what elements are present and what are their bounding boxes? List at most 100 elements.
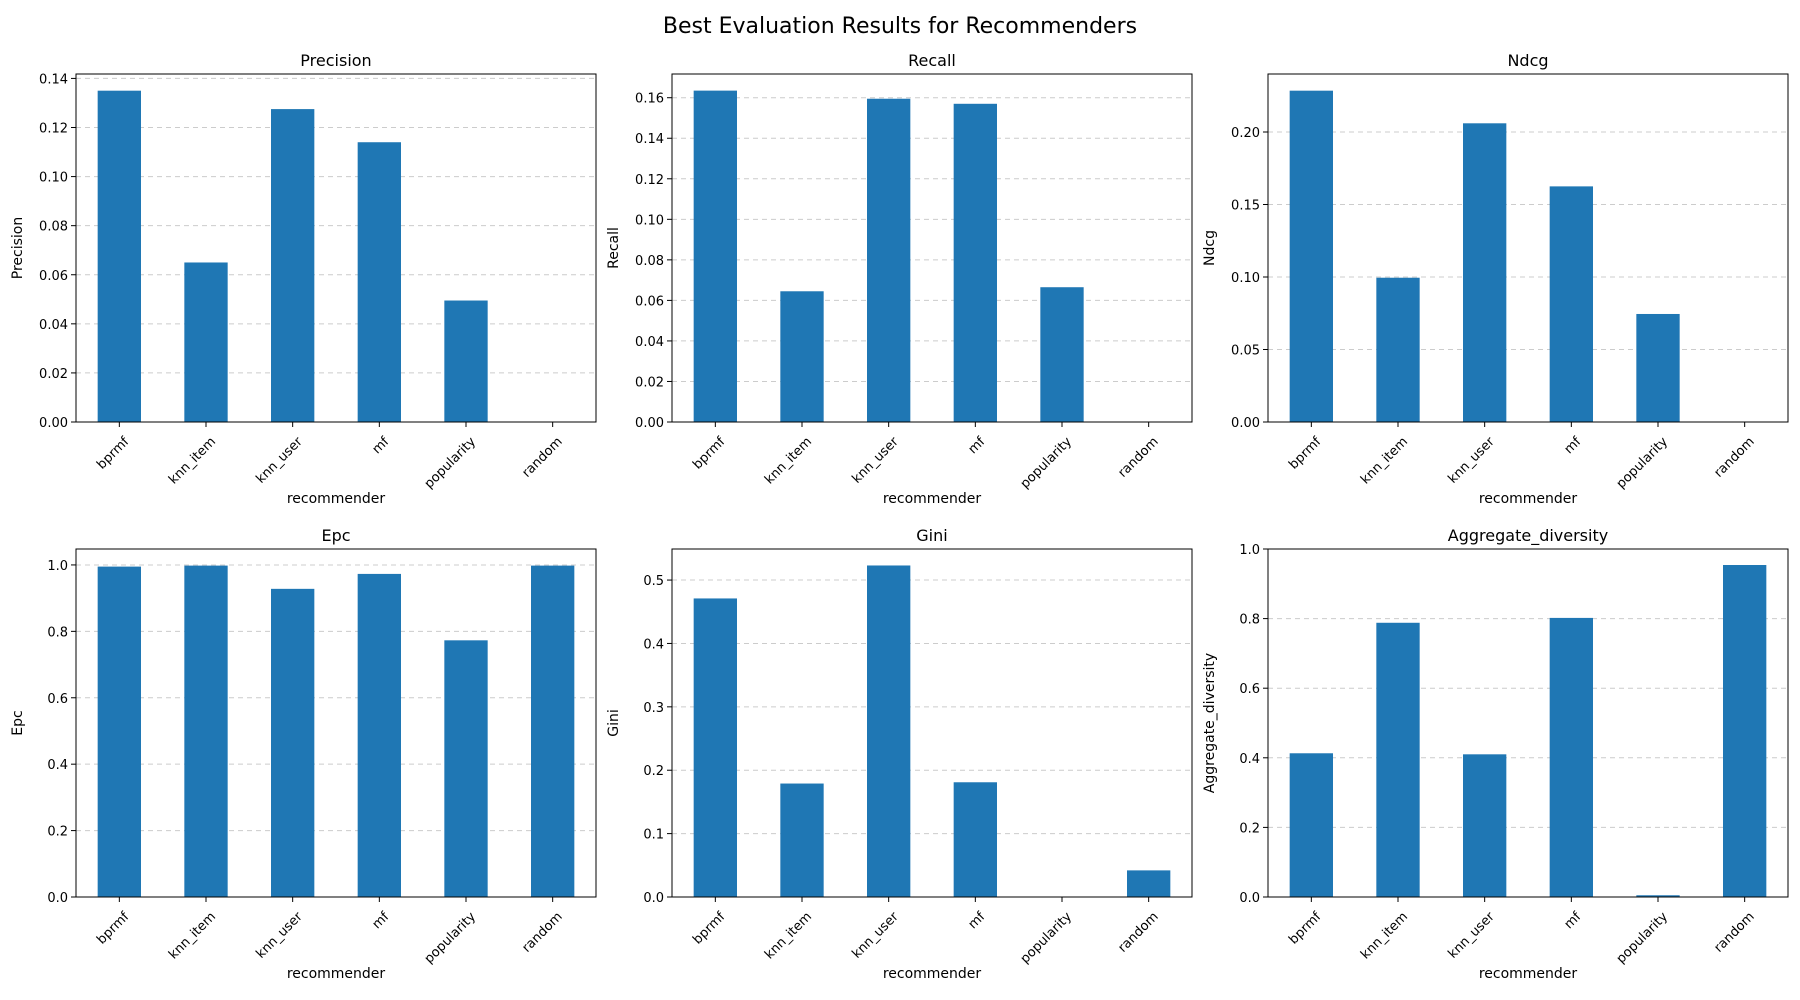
- y-tick-label: 0.14: [635, 132, 664, 147]
- bar-knn_user: [1463, 123, 1507, 423]
- y-tick-label: 0.02: [635, 375, 664, 390]
- x-tick-label: knn_user: [253, 909, 306, 962]
- x-tick-label: mf: [1562, 909, 1585, 932]
- subplot-0: 0.00 0.02 0.04 0.06 0.08 0.10 0.12 0.14 bprmf knn…: [10, 51, 597, 507]
- y-tick-label: 0.04: [39, 318, 68, 333]
- y-tick-label: 0.15: [1231, 199, 1260, 214]
- bar-mf: [357, 142, 401, 422]
- subplot-title: Gini: [916, 526, 947, 545]
- x-tick-label: popularity: [422, 909, 480, 967]
- bar-popularity: [1636, 313, 1680, 422]
- subplot-title: Precision: [300, 51, 371, 70]
- x-tick-label: mf: [966, 909, 989, 932]
- x-tick-label: random: [519, 909, 565, 955]
- x-axis-label: recommender: [1479, 966, 1578, 982]
- y-axis-label: Gini: [606, 709, 622, 737]
- bar-mf: [953, 103, 997, 422]
- y-tick-label: 0.12: [635, 173, 664, 188]
- x-tick-label: bprmf: [1286, 909, 1324, 947]
- bar-bprmf: [97, 566, 141, 897]
- subplot-1: 0.00 0.02 0.04 0.06 0.08 0.10 0.12 0.14 0.16 bprm…: [606, 51, 1193, 507]
- y-tick-label: 0.1: [643, 828, 664, 843]
- x-tick-label: knn_user: [1445, 909, 1498, 962]
- bar-popularity: [1636, 895, 1680, 897]
- x-tick-label: bprmf: [94, 909, 132, 947]
- y-tick-label: 0.06: [39, 269, 68, 284]
- subplot-title: Aggregate_diversity: [1448, 526, 1608, 546]
- bar-knn_user: [1463, 754, 1507, 897]
- x-tick-label: popularity: [1614, 434, 1672, 492]
- bar-knn_user: [271, 109, 315, 423]
- x-tick-label: random: [1115, 434, 1161, 480]
- x-tick-label: mf: [370, 434, 393, 457]
- x-tick-label: popularity: [1018, 434, 1076, 492]
- y-tick-label: 1.0: [1239, 543, 1260, 558]
- y-tick-label: 0.00: [635, 416, 664, 431]
- x-tick-label: knn_user: [849, 909, 902, 962]
- y-tick-label: 0.8: [1239, 613, 1260, 628]
- subplot-4: 0.0 0.1 0.2 0.3 0.4 0.5 bprmf knn_item knn_user m…: [606, 526, 1193, 982]
- y-tick-label: 1.0: [47, 559, 68, 574]
- subplot-title: Epc: [321, 526, 350, 545]
- axes-frame: [1267, 548, 1789, 898]
- y-tick-label: 0.00: [39, 416, 68, 431]
- y-tick-label: 0.2: [47, 825, 68, 840]
- subplot-title: Ndcg: [1507, 51, 1548, 70]
- y-tick-label: 0.14: [39, 72, 68, 87]
- bar-bprmf: [1289, 753, 1333, 897]
- y-tick-label: 0.05: [1231, 344, 1260, 359]
- y-tick-label: 0.10: [39, 171, 68, 186]
- y-tick-label: 0.4: [1239, 752, 1260, 767]
- x-axis-label: recommender: [287, 966, 386, 982]
- bar-knn_item: [780, 291, 824, 422]
- y-tick-label: 0.08: [39, 220, 68, 235]
- x-tick-label: bprmf: [94, 434, 132, 472]
- x-tick-label: mf: [1562, 434, 1585, 457]
- bar-random: [531, 565, 575, 897]
- y-tick-label: 0.04: [635, 335, 664, 350]
- x-tick-label: knn_item: [762, 909, 815, 962]
- axes-frame: [1267, 73, 1789, 423]
- x-tick-label: knn_item: [166, 434, 219, 487]
- y-tick-label: 0.20: [1231, 126, 1260, 141]
- y-tick-label: 0.6: [1239, 682, 1260, 697]
- y-axis-label: Epc: [10, 710, 26, 735]
- x-axis-label: recommender: [883, 966, 982, 982]
- y-tick-label: 0.3: [643, 701, 664, 716]
- bar-mf: [953, 782, 997, 897]
- bar-mf: [1549, 617, 1593, 897]
- bar-random: [1127, 870, 1171, 897]
- x-tick-label: knn_item: [1358, 909, 1411, 962]
- axes-frame: [671, 548, 1193, 898]
- x-tick-label: mf: [966, 434, 989, 457]
- y-tick-label: 0.00: [1231, 416, 1260, 431]
- axes-frame: [75, 548, 597, 898]
- bar-knn_item: [184, 565, 228, 897]
- y-tick-label: 0.4: [47, 758, 68, 773]
- x-axis-label: recommender: [287, 491, 386, 507]
- subplot-title: Recall: [908, 51, 956, 70]
- y-tick-label: 0.0: [1239, 891, 1260, 906]
- subplot-3: 0.0 0.2 0.4 0.6 0.8 1.0 bprmf knn_item knn_user m…: [10, 526, 597, 982]
- y-tick-label: 0.10: [635, 213, 664, 228]
- bar-mf: [357, 573, 401, 897]
- x-tick-label: mf: [370, 909, 393, 932]
- x-axis-label: recommender: [1479, 491, 1578, 507]
- bar-knn_user: [271, 588, 315, 897]
- y-tick-label: 0.6: [47, 692, 68, 707]
- bar-random: [1723, 565, 1767, 897]
- x-tick-label: knn_user: [253, 434, 306, 487]
- bar-popularity: [444, 640, 488, 897]
- bar-bprmf: [97, 90, 141, 422]
- x-tick-label: random: [1711, 434, 1757, 480]
- bar-knn_item: [1376, 277, 1420, 422]
- axes-frame: [671, 73, 1193, 423]
- x-tick-label: bprmf: [690, 434, 728, 472]
- axes-frame: [75, 73, 597, 423]
- y-tick-label: 0.5: [643, 574, 664, 589]
- bar-popularity: [444, 300, 488, 422]
- y-tick-label: 0.06: [635, 294, 664, 309]
- x-tick-label: random: [1711, 909, 1757, 955]
- y-axis-label: Ndcg: [1202, 230, 1218, 266]
